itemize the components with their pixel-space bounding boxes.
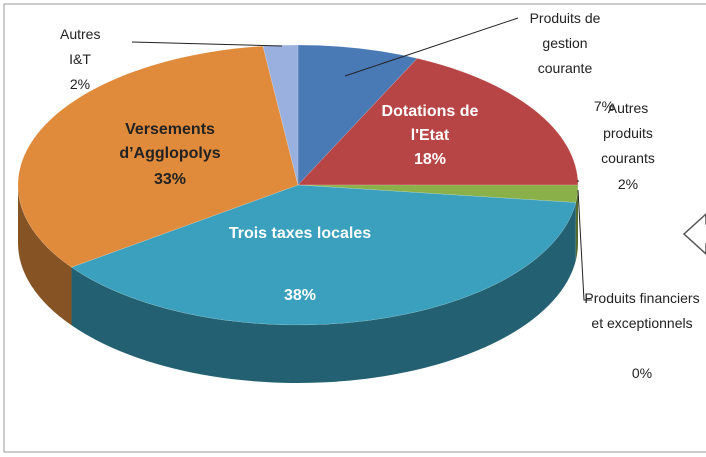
pie-sides	[18, 185, 578, 384]
frame	[3, 3, 706, 453]
value-label: 38%	[283, 287, 317, 304]
slice-side	[71, 202, 576, 384]
slice-label: Produits financiers et exceptionnels	[584, 290, 700, 331]
pie-tops	[17, 44, 579, 326]
leader-line	[344, 17, 519, 77]
value-label: 2%	[69, 76, 91, 92]
value-label: 0%	[631, 365, 653, 381]
pie	[17, 44, 579, 384]
leader-line	[577, 189, 592, 301]
slice-label: Trois taxes locales	[228, 225, 372, 242]
slice	[297, 44, 418, 186]
value-label: 33%	[153, 171, 187, 188]
slice	[297, 58, 579, 186]
slice-label: Versements d’Agglopolys	[119, 121, 221, 162]
slice-side	[18, 185, 72, 326]
slice	[297, 184, 579, 203]
value-label: 7%	[593, 98, 615, 114]
slice-label: Autres produits courants	[601, 100, 655, 166]
arrow-icon	[682, 212, 706, 256]
slice-label: Dotations de l'Etat	[381, 103, 479, 144]
value-label: 2%	[617, 176, 639, 192]
leader-line	[131, 41, 283, 47]
slice-label: Autres I&T	[60, 26, 101, 67]
slice-label: Produits de gestion courante	[529, 10, 601, 76]
slice-side	[575, 185, 578, 261]
slice	[70, 184, 577, 326]
slice	[262, 44, 299, 186]
value-label: 18%	[413, 151, 447, 168]
slice	[17, 45, 299, 268]
